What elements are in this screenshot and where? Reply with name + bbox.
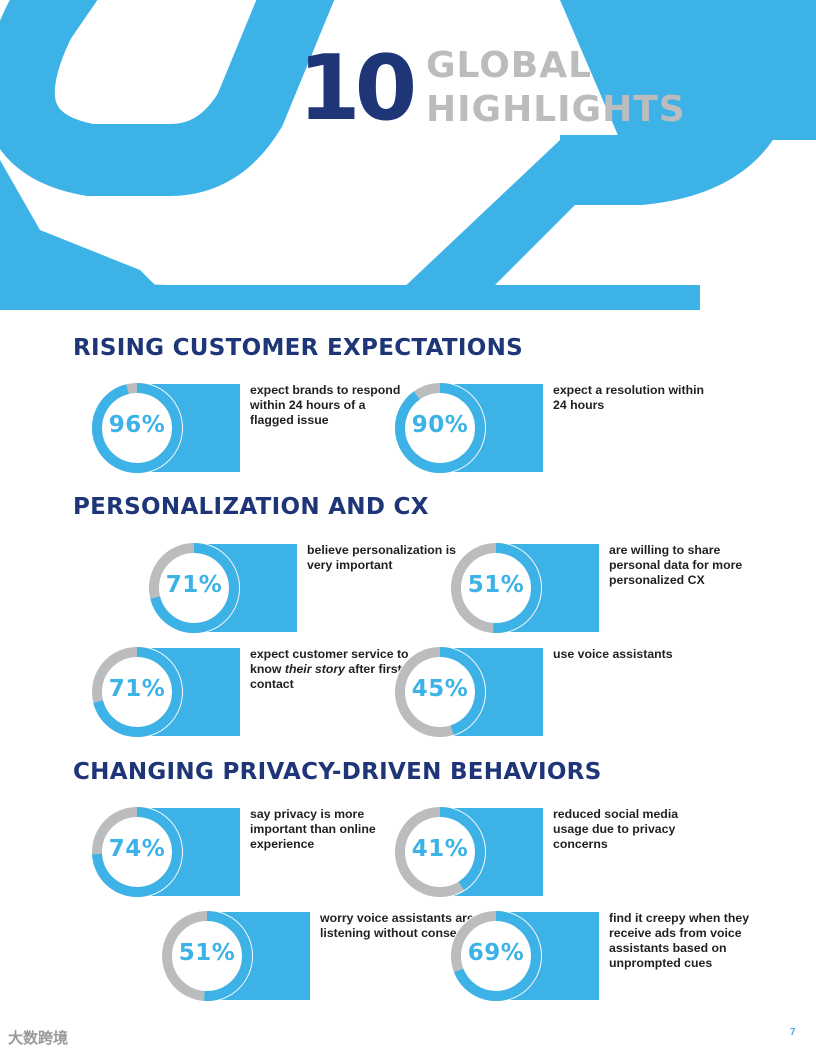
donut-chart — [450, 910, 599, 1002]
section-heading-privacy-behaviors: CHANGING PRIVACY-DRIVEN BEHAVIORS — [73, 759, 602, 785]
stat-card: 71% believe personalization is very impo… — [147, 540, 477, 640]
stat-description: worry voice assistants are listening wit… — [320, 911, 474, 940]
stat-description: are willing to share personal data for m… — [609, 543, 743, 587]
donut-chart — [161, 910, 310, 1002]
section-heading-personalization: PERSONALIZATION AND CX — [73, 494, 429, 520]
page-title-line-2: HIGHLIGHTS — [426, 89, 686, 130]
stat-percent: 71% — [108, 676, 166, 702]
section-heading-customer-expectations: RISING CUSTOMER EXPECTATIONS — [73, 335, 524, 361]
stat-description-emphasis: their story — [284, 662, 345, 676]
donut-chart — [91, 646, 240, 738]
stat-description: believe personalization is very importan… — [307, 543, 456, 572]
stat-card: 51% are willing to share personal data f… — [449, 540, 779, 640]
stat-percent: 41% — [411, 836, 469, 862]
stat-percent: 96% — [108, 412, 166, 438]
header-decorative-graphic — [0, 0, 816, 310]
stat-percent: 69% — [467, 940, 525, 966]
stat-percent: 45% — [411, 676, 469, 702]
stat-description: expect a resolution within 24 hours — [553, 383, 705, 412]
stat-card: 69% find it creepy when they receive ads… — [449, 908, 779, 1008]
donut-chart — [394, 382, 543, 474]
stat-card: 96% expect brands to respond within 24 h… — [90, 380, 420, 480]
stat-card: 90% expect a resolution within 24 hours — [393, 380, 723, 480]
donut-chart — [450, 542, 599, 634]
watermark-logo: 大数跨境 — [8, 1030, 69, 1047]
stat-description: say privacy is more important than onlin… — [250, 807, 376, 851]
stat-description-start: expect customer service to know — [250, 647, 409, 676]
stat-card: 74% say privacy is more important than o… — [90, 804, 420, 904]
highlights-count: 10 — [298, 36, 417, 141]
stat-description: expect brands to respond within 24 hours… — [250, 383, 401, 427]
stat-card: 51% worry voice assistants are listening… — [160, 908, 490, 1008]
stat-percent: 51% — [178, 940, 236, 966]
page-number: 7 — [790, 1027, 796, 1038]
stat-percent: 51% — [467, 572, 525, 598]
donut-chart — [91, 382, 240, 474]
stat-percent: 90% — [411, 412, 469, 438]
page-title-line-1: GLOBAL — [426, 45, 593, 86]
donut-chart — [394, 646, 543, 738]
stat-card: 41% reduced social media usage due to pr… — [393, 804, 723, 904]
stat-percent: 74% — [108, 836, 166, 862]
stat-description: use voice assistants — [553, 647, 673, 661]
stat-description: find it creepy when they receive ads fro… — [609, 911, 750, 970]
donut-chart — [394, 806, 543, 898]
stat-percent: 71% — [165, 572, 223, 598]
stat-description-end: after first contact — [250, 662, 402, 691]
stat-card: 71% expect customer service to know thei… — [90, 644, 420, 744]
stat-description: reduced social media usage due to privac… — [553, 807, 679, 851]
stat-description: expect customer service to know their st… — [250, 647, 410, 692]
donut-chart — [91, 806, 240, 898]
donut-chart — [148, 542, 297, 634]
stat-card: 45% use voice assistants — [393, 644, 723, 744]
